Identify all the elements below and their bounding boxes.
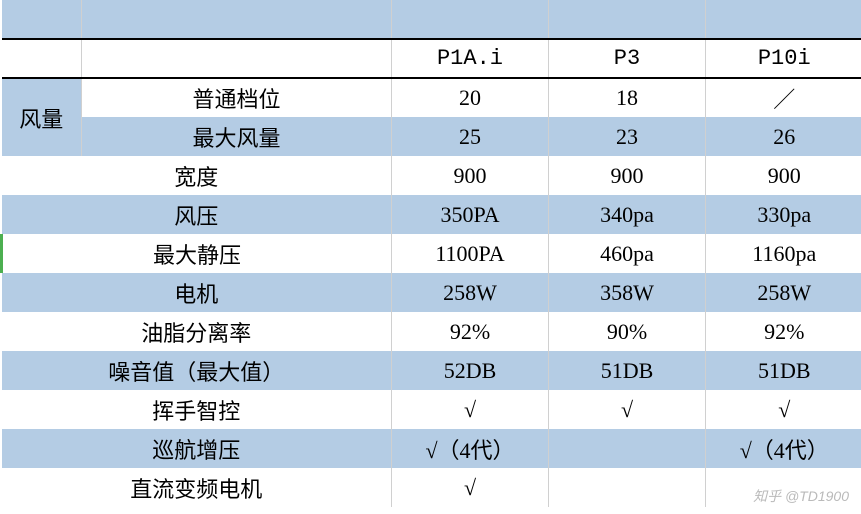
attr-label: 普通档位 [82,78,392,117]
cell-value: 92% [392,312,549,351]
header-model-1: P1A.i [392,39,549,78]
attr-label: 直流变频电机 [2,468,392,507]
cell-value: √ [706,390,861,429]
cell-value: 258W [706,273,861,312]
cell-value: 900 [549,156,706,195]
attr-label: 电机 [2,273,392,312]
attr-label: 风压 [2,195,392,234]
cell-empty [2,0,82,39]
cell-value: √（4代） [392,429,549,468]
table-row: 电机 258W 358W 258W [2,273,861,312]
attr-label: 巡航增压 [2,429,392,468]
attr-label: 噪音值（最大值） [2,351,392,390]
table-row: 宽度 900 900 900 [2,156,861,195]
row-group-label: 风量 [2,78,82,156]
table-row: 挥手智控 √ √ √ [2,390,861,429]
attr-label: 挥手智控 [2,390,392,429]
attr-label: 油脂分离率 [2,312,392,351]
cell-value: 90% [549,312,706,351]
attr-label: 最大风量 [82,117,392,156]
cell-value: 900 [392,156,549,195]
table-row: 直流变频电机 √ [2,468,861,507]
cell-value: 26 [706,117,861,156]
cell-value: 92% [706,312,861,351]
cell-value: 350PA [392,195,549,234]
table-row: 最大静压 1100PA 460pa 1160pa [2,234,861,273]
cell-empty [2,39,82,78]
cell-value: 52DB [392,351,549,390]
cell-empty [706,0,861,39]
cell-value: 25 [392,117,549,156]
header-model-3: P10i [706,39,861,78]
cell-value: 18 [549,78,706,117]
cell-value [549,468,706,507]
cell-value: 258W [392,273,549,312]
cell-value: 900 [706,156,861,195]
cell-empty [549,0,706,39]
cell-value: ／ [706,78,861,117]
cell-value [549,429,706,468]
cell-value: √ [392,468,549,507]
comparison-table: P1A.i P3 P10i 风量 普通档位 20 18 ／ 最大风量 25 23… [0,0,861,507]
cell-value: √ [549,390,706,429]
cell-empty [392,0,549,39]
table-row-spacer [2,0,861,39]
table-row: 最大风量 25 23 26 [2,117,861,156]
cell-value: √（4代） [706,429,861,468]
cell-value: 20 [392,78,549,117]
attr-label: 最大静压 [2,234,392,273]
table-row: 风压 350PA 340pa 330pa [2,195,861,234]
table-row: 油脂分离率 92% 90% 92% [2,312,861,351]
table-header-row: P1A.i P3 P10i [2,39,861,78]
cell-value: 51DB [549,351,706,390]
cell-value: 460pa [549,234,706,273]
header-model-2: P3 [549,39,706,78]
cell-empty [82,0,392,39]
table-row: 风量 普通档位 20 18 ／ [2,78,861,117]
cell-value: 1100PA [392,234,549,273]
cell-empty [82,39,392,78]
cell-value: 358W [549,273,706,312]
cell-value [706,468,861,507]
table-row: 巡航增压 √（4代） √（4代） [2,429,861,468]
cell-value: √ [392,390,549,429]
cell-value: 1160pa [706,234,861,273]
cell-value: 330pa [706,195,861,234]
cell-value: 340pa [549,195,706,234]
attr-label: 宽度 [2,156,392,195]
table-row: 噪音值（最大值） 52DB 51DB 51DB [2,351,861,390]
cell-value: 23 [549,117,706,156]
cell-value: 51DB [706,351,861,390]
